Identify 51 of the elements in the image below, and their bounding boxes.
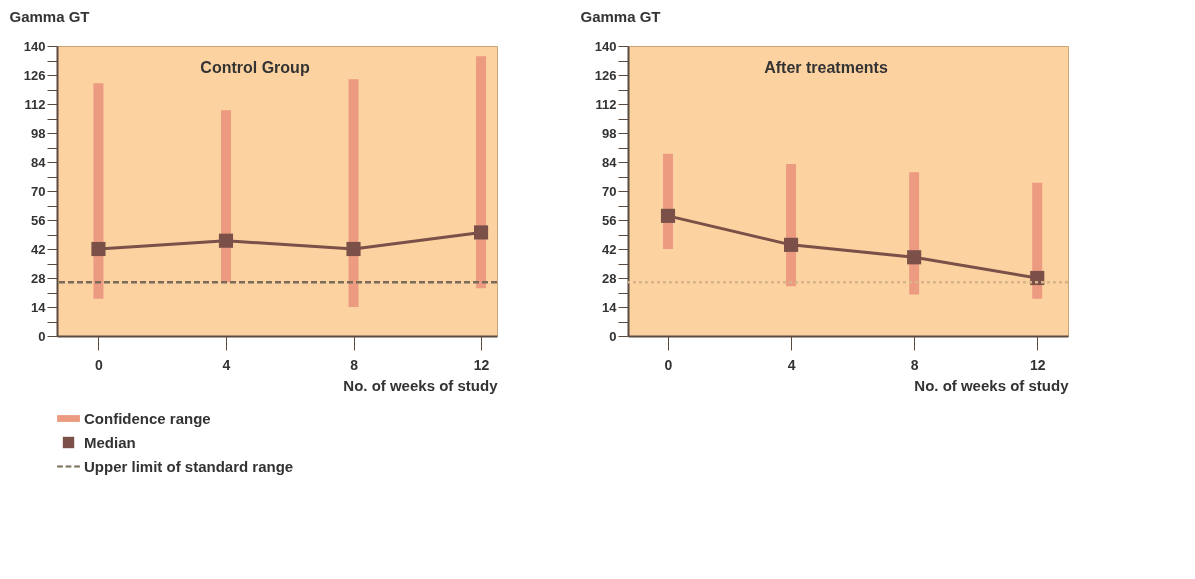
point (473, 225, 489, 240)
y-tick-label: 0 (38, 328, 46, 344)
bar (476, 56, 487, 289)
point (660, 208, 676, 223)
y-tick-label: 112 (595, 96, 617, 112)
text: Control Group (200, 59, 310, 76)
x-axis-title: No. of weeks of study (914, 376, 1070, 394)
x-tick-label: 12 (1029, 356, 1046, 373)
y-tick-label: 98 (31, 125, 46, 141)
y-tick-label: 0 (609, 328, 617, 344)
point (346, 241, 361, 257)
y-tick-label: 98 (602, 125, 617, 141)
y-tick-label: 126 (23, 67, 46, 83)
legend-label: Median (84, 433, 136, 451)
y-tick-label: 56 (602, 212, 617, 228)
point (1030, 270, 1045, 286)
y-tick-label: 126 (594, 67, 617, 83)
y-tick-label: 56 (31, 212, 46, 228)
x-tick-label: 0 (664, 356, 673, 373)
y-tick-label: 42 (602, 241, 617, 257)
y-tick-label: 14 (602, 299, 618, 315)
legend-label: Upper limit of standard range (84, 457, 294, 475)
point (91, 241, 106, 257)
x-tick-label: 8 (350, 356, 359, 373)
y-tick-label: 28 (602, 270, 617, 286)
x-tick-label: 4 (222, 356, 231, 373)
y-tick-label: 28 (31, 270, 46, 286)
y-axis-title: Gamma GT (580, 7, 661, 25)
bar (220, 110, 231, 283)
y-tick-label: 84 (602, 154, 618, 170)
bar (348, 79, 359, 307)
y-tick-label: 140 (594, 38, 617, 54)
y-tick-label: 140 (23, 38, 46, 54)
y-tick-label: 70 (31, 183, 46, 199)
point (784, 237, 799, 252)
y-tick-label: 14 (31, 299, 47, 315)
y-tick-label: 112 (24, 96, 46, 112)
y-tick-label: 84 (31, 154, 47, 170)
bar (93, 83, 104, 299)
y-axis-title: Gamma GT (9, 7, 90, 25)
y-tick-label: 42 (31, 241, 46, 257)
x-axis-title: No. of weeks of study (343, 376, 499, 394)
legend-label: Confidence range (84, 409, 211, 427)
text: After treatments (764, 59, 888, 76)
point (907, 250, 922, 265)
x-tick-label: 12 (473, 356, 490, 373)
y-tick-label: 70 (602, 183, 617, 199)
point (218, 233, 234, 248)
x-tick-label: 8 (910, 356, 919, 373)
x-tick-label: 0 (95, 356, 104, 373)
x-tick-label: 4 (787, 356, 796, 373)
